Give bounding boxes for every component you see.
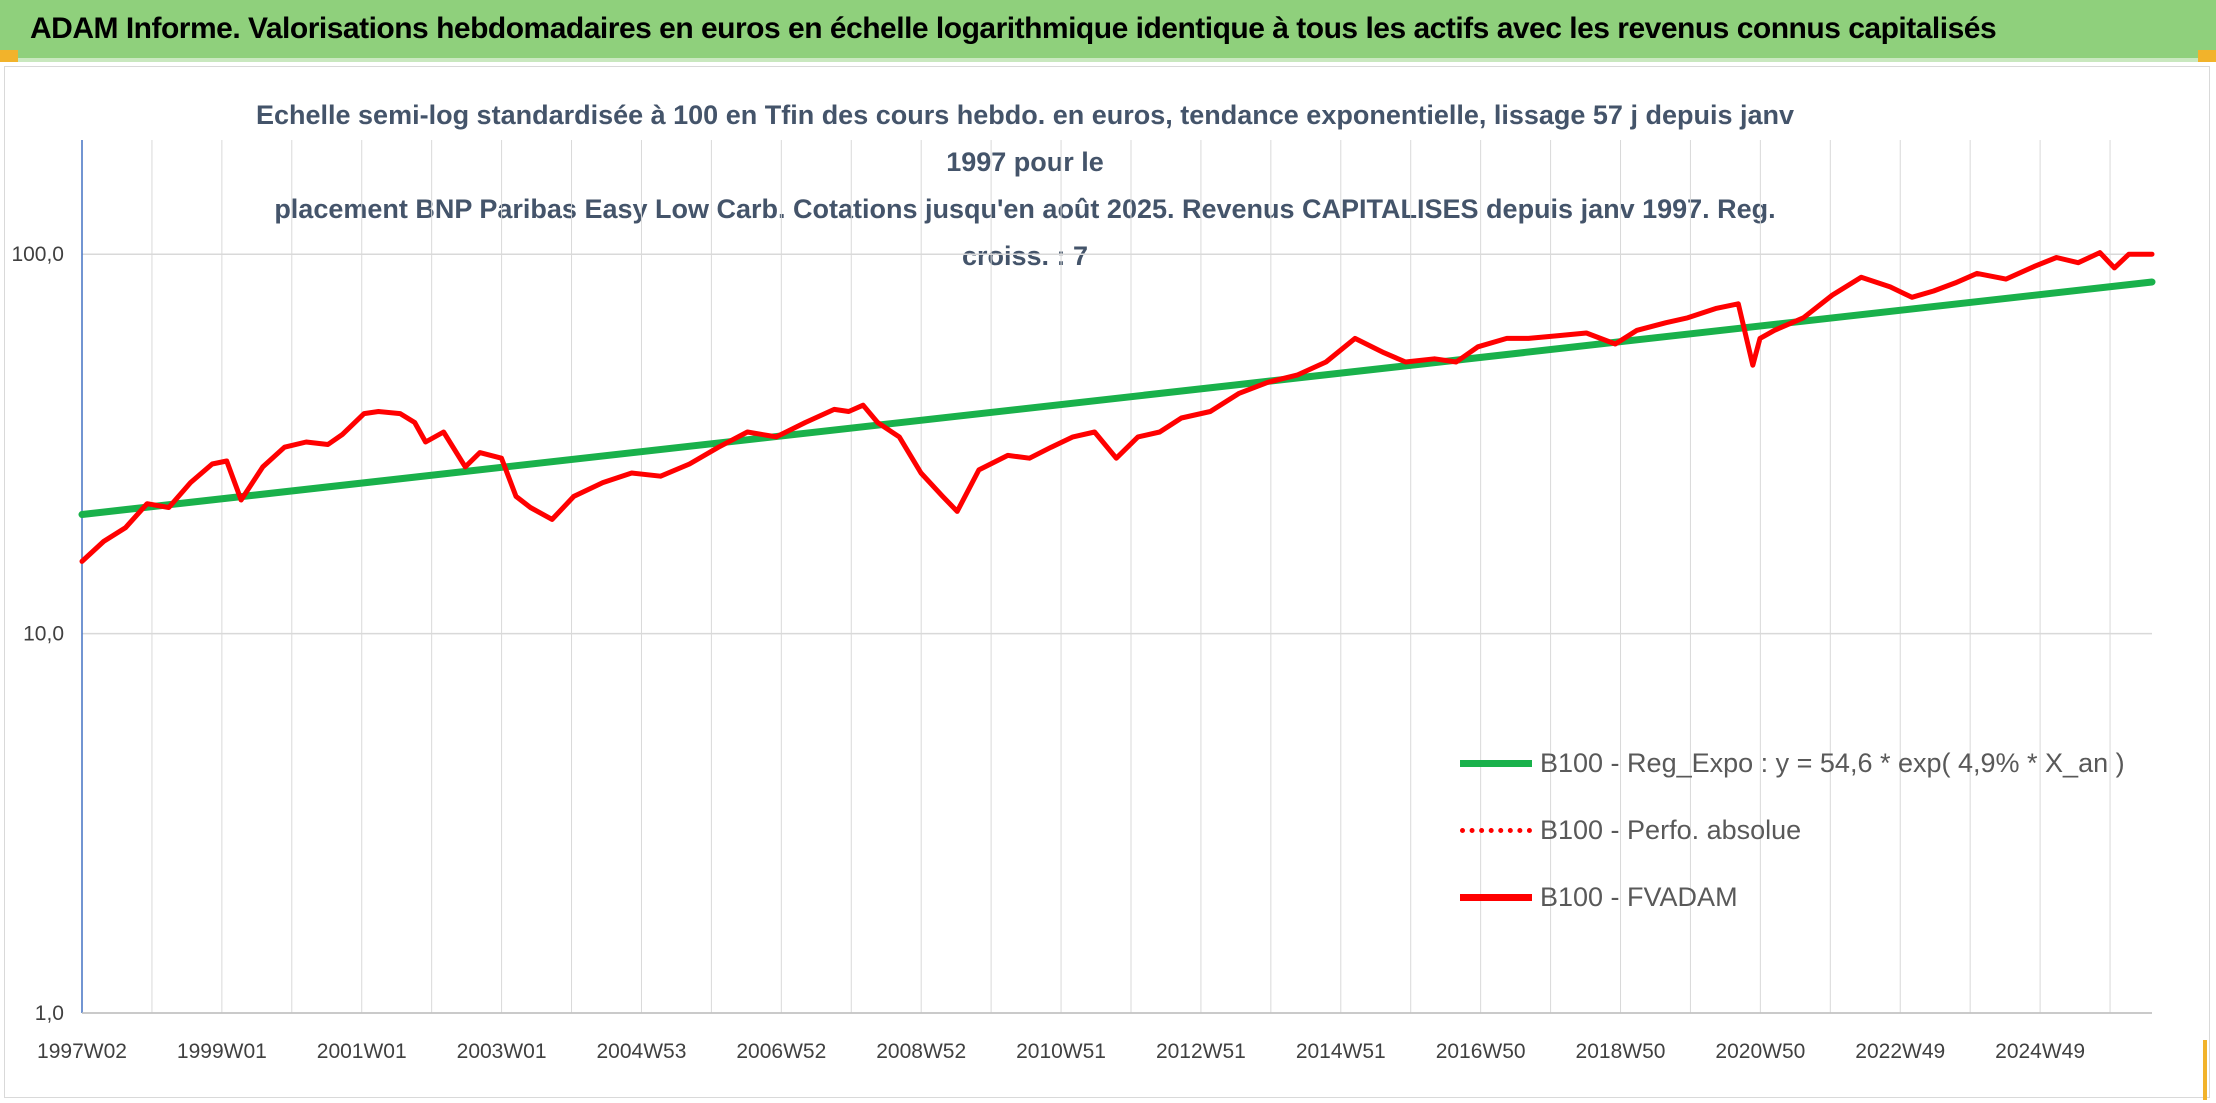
x-tick-label: 1997W02: [37, 1040, 127, 1063]
x-tick-label: 2024W49: [1995, 1040, 2085, 1063]
legend-label-perfo: B100 - Perfo. absolue: [1540, 815, 1802, 845]
chart-frame: [4, 66, 2210, 1098]
legend-item-trend: B100 - Reg_Expo : y = 54,6 * exp( 4,9% *…: [1460, 730, 2160, 797]
x-tick-label: 2008W52: [876, 1040, 966, 1063]
x-tick-label: 2018W50: [1576, 1040, 1666, 1063]
legend-label-fvadam: B100 - FVADAM: [1540, 882, 1738, 912]
frame-edge-marker: [2203, 1040, 2207, 1100]
corner-marker-left: [0, 50, 18, 62]
report-title: ADAM Informe. Valorisations hebdomadaire…: [30, 12, 1997, 45]
x-tick-label: 2012W51: [1156, 1040, 1246, 1063]
y-tick-label: 1,0: [35, 1002, 64, 1025]
x-tick-label: 2020W50: [1715, 1040, 1805, 1063]
chart-title: Echelle semi-log standardisée à 100 en T…: [250, 92, 1800, 280]
x-tick-label: 2016W50: [1436, 1040, 1526, 1063]
legend-swatch-fvadam: [1460, 894, 1532, 901]
fvadam-series-line: [79, 250, 2155, 564]
y-tick-label: 100,0: [11, 243, 64, 266]
x-tick-label: 2022W49: [1855, 1040, 1945, 1063]
legend-item-fvadam: B100 - FVADAM: [1460, 864, 2160, 931]
x-tick-label: 2010W51: [1016, 1040, 1106, 1063]
legend-label-trend: B100 - Reg_Expo : y = 54,6 * exp( 4,9% *…: [1540, 748, 2125, 778]
report-header-bar: ADAM Informe. Valorisations hebdomadaire…: [0, 0, 2216, 62]
trend-line: [78, 278, 2156, 518]
x-tick-label: 2003W01: [457, 1040, 547, 1063]
corner-marker-right: [2198, 50, 2216, 62]
chart-legend: B100 - Reg_Expo : y = 54,6 * exp( 4,9% *…: [1460, 730, 2160, 931]
x-tick-label: 2014W51: [1296, 1040, 1386, 1063]
x-tick-label: 2004W53: [597, 1040, 687, 1063]
legend-swatch-perfo: [1460, 828, 1532, 833]
x-tick-label: 1999W01: [177, 1040, 267, 1063]
x-tick-label: 2006W52: [736, 1040, 826, 1063]
x-tick-label: 2001W01: [317, 1040, 407, 1063]
chart-title-line-1: Echelle semi-log standardisée à 100 en T…: [255, 100, 1794, 177]
chart-title-line-2: placement BNP Paribas Easy Low Carb. Cot…: [274, 194, 1776, 271]
legend-swatch-trend: [1460, 760, 1532, 767]
y-tick-label: 10,0: [23, 623, 64, 646]
legend-item-perfo: B100 - Perfo. absolue: [1460, 797, 2160, 864]
